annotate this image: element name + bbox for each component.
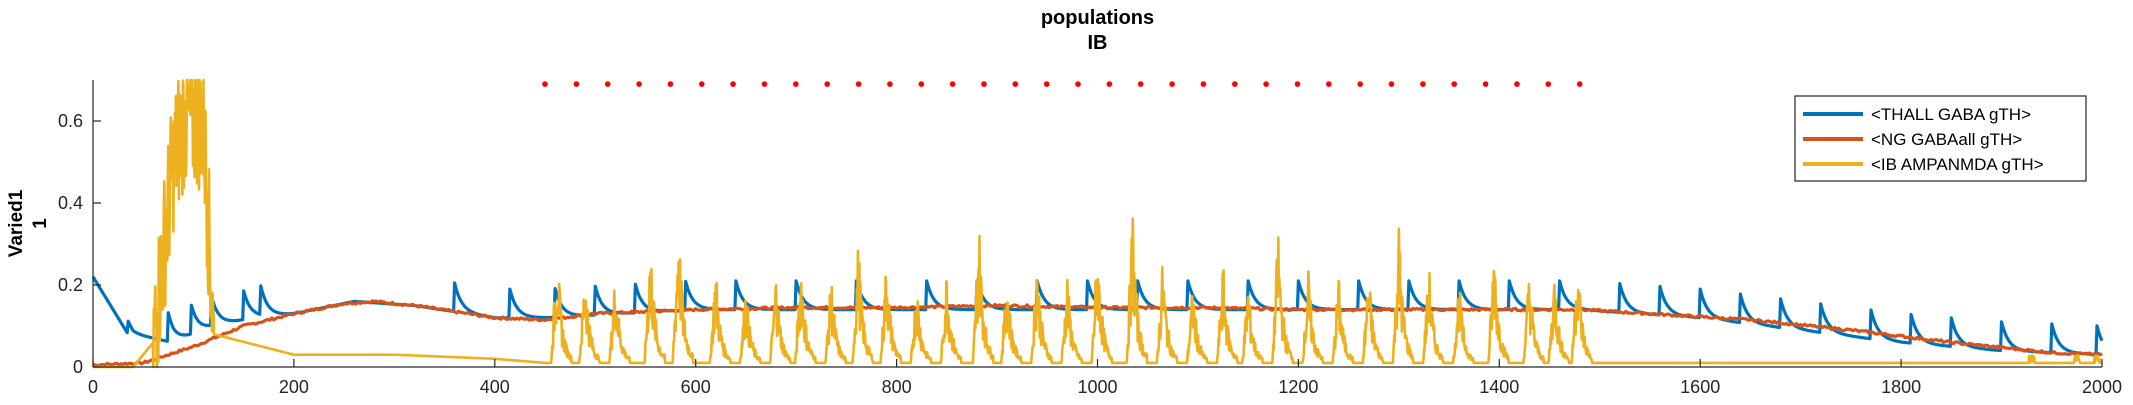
stim-markers <box>542 81 1583 87</box>
y-axis-label: Varied1 <box>6 189 27 257</box>
x-tick-label: 0 <box>88 377 98 397</box>
y-tick-label: 0 <box>73 357 83 377</box>
stim-marker-dot <box>542 81 548 87</box>
x-tick-label: 600 <box>681 377 711 397</box>
stim-marker-dot <box>1545 81 1552 87</box>
y-tick-label: 0.2 <box>58 275 83 295</box>
x-tick-label: 1800 <box>1881 377 1921 397</box>
x-tick-label: 1400 <box>1479 377 1519 397</box>
stim-marker-dot <box>1043 81 1050 87</box>
stim-marker-dot <box>1232 81 1238 87</box>
stim-marker-dot <box>1012 81 1019 87</box>
x-tick-label: 1200 <box>1278 377 1318 397</box>
stim-marker-dot <box>855 81 862 87</box>
stim-marker-dot <box>824 81 830 87</box>
stim-marker-dot <box>793 81 799 87</box>
stim-marker-dot <box>1451 81 1457 87</box>
stim-marker-dot <box>981 81 987 87</box>
legend: <THALL GABA gTH> <NG GABAall gTH> <IB AMPA… <box>1794 95 2087 182</box>
legend-label: <IB AMPANMDA gTH> <box>1871 155 2044 174</box>
stim-marker-dot <box>636 81 642 87</box>
y-tick-label: 0.6 <box>58 111 83 131</box>
stim-marker-dot <box>667 81 674 87</box>
stim-marker-dot <box>761 81 768 87</box>
chart-subtitle: IB <box>1088 32 1108 54</box>
stim-marker-dot <box>1576 81 1583 87</box>
stim-marker-dot <box>1388 81 1395 87</box>
stim-marker-dot <box>1357 81 1363 87</box>
stim-marker-dot <box>1514 81 1520 87</box>
stim-marker-dot <box>573 81 580 87</box>
x-tick-label: 400 <box>480 377 510 397</box>
stim-marker-dot <box>949 81 956 87</box>
x-tick-label: 1000 <box>1077 377 1117 397</box>
stim-marker-dot <box>918 81 925 87</box>
stim-marker-dot <box>887 81 893 87</box>
stim-marker-dot <box>1294 81 1301 87</box>
stim-marker-dot <box>730 81 736 87</box>
legend-label: <NG GABAall gTH> <box>1871 130 2022 149</box>
y-tick-label: 0.4 <box>58 193 83 213</box>
stim-marker-dot <box>699 81 705 87</box>
stim-marker-dot <box>1137 81 1144 87</box>
stim-marker-dot <box>1169 81 1175 87</box>
axes: 0 200 400 600 800 1000 1200 1400 1600 1800 2000 0 0.… <box>58 80 2122 397</box>
stim-marker-dot <box>604 81 611 87</box>
legend-label: <THALL GABA gTH> <box>1871 105 2031 124</box>
stim-marker-dot <box>1263 81 1269 87</box>
series-layer <box>91 78 2104 369</box>
x-tick-label: 200 <box>279 377 309 397</box>
x-tick-label: 800 <box>882 377 912 397</box>
y-axis-label-2: 1 <box>30 218 51 229</box>
stim-marker-dot <box>1106 81 1113 87</box>
x-tick-label: 1600 <box>1680 377 1720 397</box>
stim-marker-dot <box>1326 81 1332 87</box>
stim-marker-dot <box>1482 81 1489 87</box>
stim-marker-dot <box>1075 81 1081 87</box>
stim-marker-dot <box>1200 81 1207 87</box>
x-tick-label: 2000 <box>2082 377 2122 397</box>
series-line-ib-ampanmda <box>92 78 2103 369</box>
stim-marker-dot <box>1420 81 1426 87</box>
chart-title: populations <box>1041 7 1154 29</box>
